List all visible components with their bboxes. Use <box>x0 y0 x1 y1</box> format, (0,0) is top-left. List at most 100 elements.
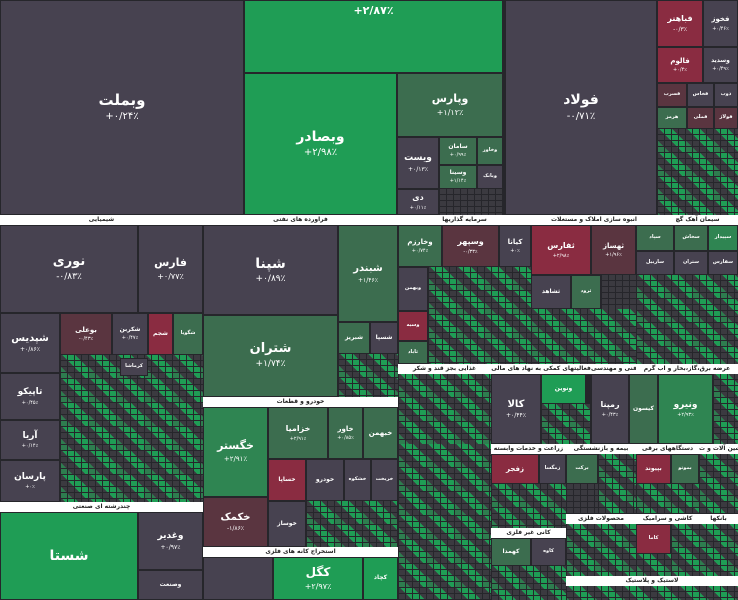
symbol-name: وبانک <box>483 173 497 180</box>
tile-shepdis[interactable]: شپدیس +۰/۸۶٪ <box>0 313 60 373</box>
tile-shasta[interactable]: شستا <box>0 512 138 600</box>
tile-khsapa[interactable]: خساپا <box>268 459 306 501</box>
tile-kahamda[interactable]: کهمدا <box>491 538 531 566</box>
tile-vpars[interactable]: وپارس +۱/۱۲٪ <box>397 73 503 137</box>
tile-tapiko[interactable]: تاپیکو +۰/۴۵٪ <box>0 373 60 420</box>
tile-vsanat[interactable]: وصنعت <box>138 570 203 600</box>
tile-fakhas[interactable]: فخاس <box>687 83 714 107</box>
tile-shekarbon[interactable]: شکربن +۰/۴۷٪ <box>112 313 148 355</box>
tile-vbahman[interactable]: وبهمن <box>398 267 428 311</box>
tile-sefars[interactable]: ثفارس +۲/۹۸٪ <box>531 225 591 275</box>
tile-shejam[interactable]: شجم <box>148 313 173 355</box>
tile-shepna[interactable]: شپنا +۰/۸۹٪ <box>203 225 338 315</box>
tile-shegooya[interactable]: شگویا <box>173 313 203 355</box>
tile-zefajr[interactable]: زفجر <box>491 454 539 484</box>
tile-khavar[interactable]: خاور +۰/۸۵٪ <box>328 407 363 459</box>
change-percent: -۰/۷۱٪ <box>566 110 596 122</box>
tile-aria[interactable]: آریا +۰/۱۴٪ <box>0 420 60 460</box>
tile-vbmellat[interactable]: وبملت +۰/۲۴٪ <box>0 0 244 215</box>
tile-vsepehr[interactable]: وسپهر -۰/۳۳٪ <box>442 225 499 267</box>
tile-foolazh[interactable]: فولاژ <box>714 107 738 129</box>
tile-fabahonar[interactable]: فباهنر -۰/۳٪ <box>657 0 703 47</box>
tile-setran[interactable]: ستران <box>674 251 708 275</box>
tile-shebriz[interactable]: شبریز <box>338 322 370 354</box>
small-tiles-chemical <box>60 355 203 502</box>
tile-sehsaz[interactable]: ثهساز +۱/۹۶٪ <box>591 225 636 275</box>
tile-sabad[interactable]: ثاباد <box>398 341 428 364</box>
tile-sekhash[interactable]: سخاش <box>674 225 708 251</box>
tile-bemoto[interactable]: بموتو <box>671 454 699 484</box>
tile-dey[interactable]: دی +۰/۱۱٪ <box>397 189 439 215</box>
tile-khshekooh[interactable]: خشکوه <box>344 459 371 501</box>
tile-sarbil[interactable]: ساربیل <box>636 251 674 275</box>
tile-khrikht[interactable]: خریخت <box>371 459 398 501</box>
tile-vsina[interactable]: وسینا +۱/۱۴٪ <box>439 165 477 189</box>
tile-vbank[interactable]: وبانک <box>477 165 503 189</box>
tile-top-green[interactable]: +۲/۸۷٪ <box>244 0 503 73</box>
tile-kison[interactable]: کیسون <box>629 374 658 444</box>
tile-kermasha[interactable]: کرماشا <box>120 358 148 376</box>
small-tiles-ceramic <box>671 524 738 576</box>
symbol-name: شپنا <box>255 255 286 272</box>
sector-label-chemical: شیمیایی <box>0 215 203 225</box>
small-tiles-utilities <box>713 374 738 444</box>
tile-khodro[interactable]: خودرو <box>306 459 344 501</box>
tile-vniroo[interactable]: ونیرو +۲/۹۳٪ <box>658 374 713 444</box>
tile-khavsaz[interactable]: خوساز <box>268 501 306 547</box>
tile-khbahman[interactable]: خبهمن <box>363 407 398 459</box>
tile-khzamia[interactable]: خزامیا +۲/۹۱٪ <box>268 407 328 459</box>
tile-khkamak[interactable]: خکمک -۱/۸۶٪ <box>203 497 268 547</box>
tile-gol-gohar[interactable] <box>203 557 273 600</box>
tile-sepad[interactable]: سپاد <box>636 225 674 251</box>
symbol-name: خاور <box>337 424 354 433</box>
sector-label-metal-products: محصولات فلزی <box>566 514 636 524</box>
tile-vsadid[interactable]: وسدید +۰/۴۹٪ <box>703 47 738 83</box>
tile-fameli[interactable]: فملی <box>687 107 714 129</box>
tile-vghadir[interactable]: وغدیر +۰/۹۷٪ <box>138 512 203 570</box>
tile-seshahed[interactable]: ثشاهد <box>531 275 571 309</box>
symbol-name: خوساز <box>277 519 297 527</box>
tile-barkat[interactable]: برکت <box>566 454 598 484</box>
sector-label-utilities: عرضه برق،گاز،بخار و اب گرم <box>636 364 738 374</box>
tile-sefar[interactable]: سفارس <box>708 251 738 275</box>
tile-kala[interactable]: کالا +۰/۴۴٪ <box>491 374 541 444</box>
tile-kiana[interactable]: کیانا +۰٪ <box>499 225 531 267</box>
tile-zob[interactable]: ذوب <box>714 83 738 107</box>
tile-vsie[interactable]: وسیه <box>398 311 428 341</box>
tile-vbsader[interactable]: وبصادر +۲/۹۸٪ <box>244 73 397 215</box>
change-percent: +۰/۱۴٪ <box>21 443 39 450</box>
change-percent: +۰/۱۱٪ <box>409 204 427 211</box>
tile-vkharazm[interactable]: وخارزم +۰/۷۴٪ <box>398 225 442 267</box>
tile-kegol[interactable]: کگل +۲/۹۷٪ <box>273 557 363 600</box>
symbol-name: بوعلی <box>75 325 97 334</box>
tile-rampna[interactable]: رمپنا +۰/۴۳٪ <box>591 374 629 444</box>
tile-hormoz[interactable]: هرمز <box>657 107 687 129</box>
symbol-name: خریخت <box>375 476 394 483</box>
tile-saman[interactable]: سامان +۰/۹۹٪ <box>439 137 477 165</box>
tile-khgostar[interactable]: خگستر +۲/۹۱٪ <box>203 407 268 497</box>
tile-vnovin[interactable]: ونوین <box>541 374 586 404</box>
tile-fakhooz[interactable]: فخوز +۰/۴۶٪ <box>703 0 738 47</box>
tile-kama[interactable]: کاما <box>636 524 671 554</box>
tile-parsan[interactable]: پارسان +۰٪ <box>0 460 60 502</box>
tile-booali[interactable]: بوعلی -۰/۴۳٪ <box>60 313 112 355</box>
tile-kechad[interactable]: کچاد <box>363 557 398 600</box>
tile-vpost[interactable]: ویست +۰/۱۳٪ <box>397 137 439 189</box>
tile-noori[interactable]: نوری -۰/۸۳٪ <box>0 225 138 313</box>
tile-fasorb[interactable]: فسرب <box>657 83 687 107</box>
tile-shespa[interactable]: شسپا <box>370 322 398 354</box>
tile-sepidar[interactable]: سپیدار <box>708 225 738 251</box>
tile-shebandar[interactable]: شبندر +۱/۴۶٪ <box>338 225 398 322</box>
tile-vkhavar[interactable]: وخاور <box>477 137 503 165</box>
tile-foolad[interactable]: فولاد -۰/۷۱٪ <box>505 0 657 215</box>
tile-zemgsa[interactable]: زمگسا <box>539 454 566 484</box>
tile-shetran[interactable]: شتران +۱/۷۴٪ <box>203 315 338 397</box>
tile-kaveh[interactable]: کاوه <box>531 538 566 566</box>
tile-faloom[interactable]: فالوم +۰/۴٪ <box>657 47 703 83</box>
tile-seroud[interactable]: ثرود <box>571 275 601 309</box>
symbol-name: فالوم <box>670 56 690 65</box>
symbol-name: وخاور <box>482 147 498 154</box>
tile-fars[interactable]: فارس +۰/۷۷٪ <box>138 225 203 313</box>
small-tiles-metals <box>657 129 738 215</box>
tile-bepayvand[interactable]: بپیوند <box>636 454 671 484</box>
